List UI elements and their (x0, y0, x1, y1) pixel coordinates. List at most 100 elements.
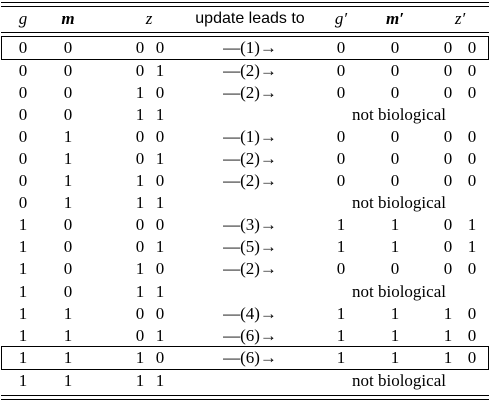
table-row: 0 0 0 0 —(1)→ 0 0 0 0 (0, 37, 490, 59)
cell-note (324, 258, 474, 280)
cell-z2: 0 (155, 348, 165, 367)
cell-m: 1 (63, 193, 73, 212)
cell-arrow: —(3)→ (223, 215, 277, 234)
cell-g2: 0 (336, 83, 346, 102)
header-update-leads-to: update leads to (195, 10, 305, 27)
cell-z21: 0 (443, 171, 453, 190)
cell-z1: 0 (135, 304, 145, 323)
cell-m: 0 (63, 83, 73, 102)
cell-z1: 0 (135, 215, 145, 234)
cell-z1: 1 (135, 371, 145, 390)
cell-z21: 0 (443, 149, 453, 168)
cell-g2: 0 (336, 259, 346, 278)
cell-g: 0 (18, 105, 28, 124)
table-row: 0 1 0 1 —(2)→ 0 0 0 0 (0, 148, 490, 170)
cell-m: 1 (63, 371, 73, 390)
cell-z21: 0 (443, 127, 453, 146)
cell-g: 0 (18, 127, 28, 146)
cell-z22: 0 (467, 259, 477, 278)
cell-z21: 0 (443, 237, 453, 256)
cell-m2: 0 (390, 127, 400, 146)
cell-note: not biological (352, 105, 446, 124)
cell-g: 0 (18, 38, 28, 57)
cell-z22: 0 (467, 83, 477, 102)
cell-z22: 0 (467, 38, 477, 57)
cell-z2: 0 (155, 127, 165, 146)
cell-m2: 0 (390, 61, 400, 80)
cell-z1: 1 (135, 171, 145, 190)
cell-z22: 0 (467, 149, 477, 168)
cell-g2: 0 (336, 171, 346, 190)
cell-z1: 0 (135, 38, 145, 57)
cell-note (324, 303, 474, 325)
cell-g: 1 (18, 282, 28, 301)
cell-g: 0 (18, 83, 28, 102)
cell-m2: 0 (390, 149, 400, 168)
cell-g2: 1 (336, 237, 346, 256)
cell-m: 0 (63, 259, 73, 278)
cell-m: 0 (63, 38, 73, 57)
cell-z2: 0 (155, 171, 165, 190)
cell-g2: 1 (336, 304, 346, 323)
cell-note: not biological (352, 193, 446, 212)
header-z-prime: z′ (454, 9, 466, 28)
table-row: 0 1 0 0 —(1)→ 0 0 0 0 (0, 126, 490, 148)
cell-arrow: —(2)→ (223, 83, 277, 102)
cell-m2: 1 (390, 326, 400, 345)
cell-m: 1 (63, 171, 73, 190)
cell-z21: 1 (443, 304, 453, 323)
cell-g: 1 (18, 348, 28, 367)
cell-z1: 1 (135, 83, 145, 102)
table-row: 1 1 1 0 —(6)→ 1 1 1 0 (0, 347, 490, 369)
cell-arrow: —(2)→ (223, 149, 277, 168)
cell-g: 1 (18, 304, 28, 323)
cell-z1: 0 (135, 61, 145, 80)
cell-z2: 1 (155, 371, 165, 390)
cell-z22: 0 (467, 171, 477, 190)
cell-z1: 1 (135, 348, 145, 367)
cell-z21: 0 (443, 259, 453, 278)
cell-m: 1 (63, 127, 73, 146)
cell-m2: 1 (390, 237, 400, 256)
cell-z2: 1 (155, 193, 165, 212)
cell-g2: 1 (336, 348, 346, 367)
cell-note (324, 214, 474, 236)
cell-g: 0 (18, 61, 28, 80)
cell-arrow (198, 104, 302, 126)
cell-z21: 1 (443, 326, 453, 345)
cell-note (324, 60, 474, 82)
cell-z2: 1 (155, 61, 165, 80)
bottom-rule (1, 395, 489, 396)
cell-arrow: —(1)→ (223, 38, 277, 57)
cell-z2: 0 (155, 38, 165, 57)
cell-z1: 0 (135, 127, 145, 146)
cell-g: 0 (18, 193, 28, 212)
cell-arrow: —(2)→ (223, 171, 277, 190)
cell-z22: 1 (467, 237, 477, 256)
cell-m: 0 (63, 61, 73, 80)
cell-z21: 0 (443, 38, 453, 57)
cell-arrow: —(6)→ (223, 348, 277, 367)
cell-z22: 0 (467, 127, 477, 146)
cell-z1: 1 (135, 259, 145, 278)
header-m-prime: m′ (385, 9, 404, 28)
cell-g2: 0 (336, 38, 346, 57)
cell-m: 1 (63, 304, 73, 323)
table-row: 0 1 1 1 not biological (0, 192, 490, 214)
cell-g: 1 (18, 259, 28, 278)
highlight-box-row-15 (1, 346, 489, 370)
table-row: 1 1 0 1 —(6)→ 1 1 1 0 (0, 325, 490, 347)
cell-z22: 0 (467, 61, 477, 80)
cell-z1: 0 (135, 149, 145, 168)
cell-arrow: —(2)→ (223, 259, 277, 278)
cell-m2: 1 (390, 348, 400, 367)
cell-note (324, 347, 474, 369)
header-g-prime: g′ (334, 9, 348, 28)
cell-z21: 1 (443, 348, 453, 367)
cell-g2: 0 (336, 149, 346, 168)
cell-m2: 1 (390, 304, 400, 323)
cell-note (324, 82, 474, 104)
cell-m: 0 (63, 105, 73, 124)
table-row: 1 1 0 0 —(4)→ 1 1 1 0 (0, 303, 490, 325)
